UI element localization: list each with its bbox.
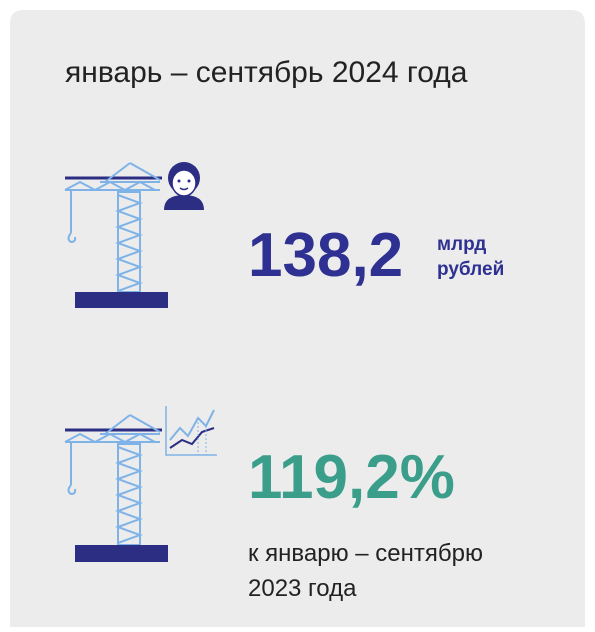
title: январь – сентябрь 2024 года <box>65 56 468 89</box>
crane-icon <box>64 162 168 308</box>
person-icon <box>164 162 204 210</box>
stat-unit: млрд <box>437 234 486 255</box>
stat-unit: рублей <box>437 259 504 280</box>
stat-value: 138,2 <box>248 221 403 290</box>
stat-caption: к январю – сентябрю <box>248 540 483 567</box>
stat-value: 119,2% <box>248 443 455 512</box>
crane-icon <box>64 414 168 562</box>
growth-chart-icon <box>165 406 217 456</box>
card <box>10 10 585 627</box>
stat-caption: 2023 года <box>248 575 357 602</box>
